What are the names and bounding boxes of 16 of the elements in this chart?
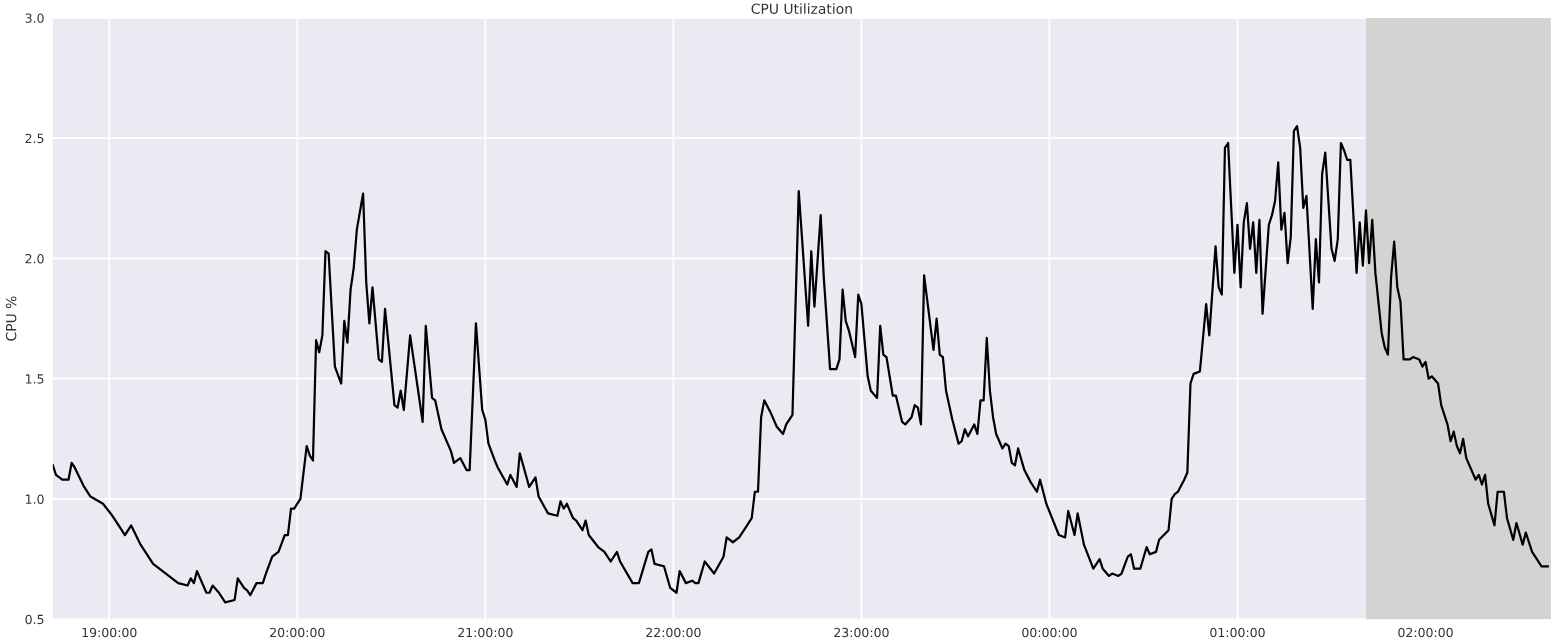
x-tick-label: 00:00:00 (1022, 627, 1077, 638)
x-tick-label: 21:00:00 (458, 627, 513, 638)
y-tick-label: 1.0 (26, 494, 44, 504)
y-tick-label: 3.0 (25, 13, 44, 23)
x-tick-label: 02:00:00 (1398, 627, 1453, 638)
x-tick-label: 22:00:00 (646, 627, 701, 638)
y-tick-label: 2.0 (25, 253, 44, 264)
x-tick-label: 20:00:00 (270, 627, 325, 638)
y-tick-label: 2.5 (25, 133, 44, 144)
x-tick-label: 23:00:00 (834, 627, 889, 638)
chart-title: CPU Utilization (751, 3, 852, 14)
x-tick-label: 19:00:00 (82, 627, 137, 638)
y-tick-label: 1.5 (26, 374, 44, 384)
y-tick-label: 0.5 (25, 614, 44, 625)
x-tick-label: 01:00:00 (1210, 627, 1265, 638)
y-axis-title: CPU % (5, 296, 17, 341)
